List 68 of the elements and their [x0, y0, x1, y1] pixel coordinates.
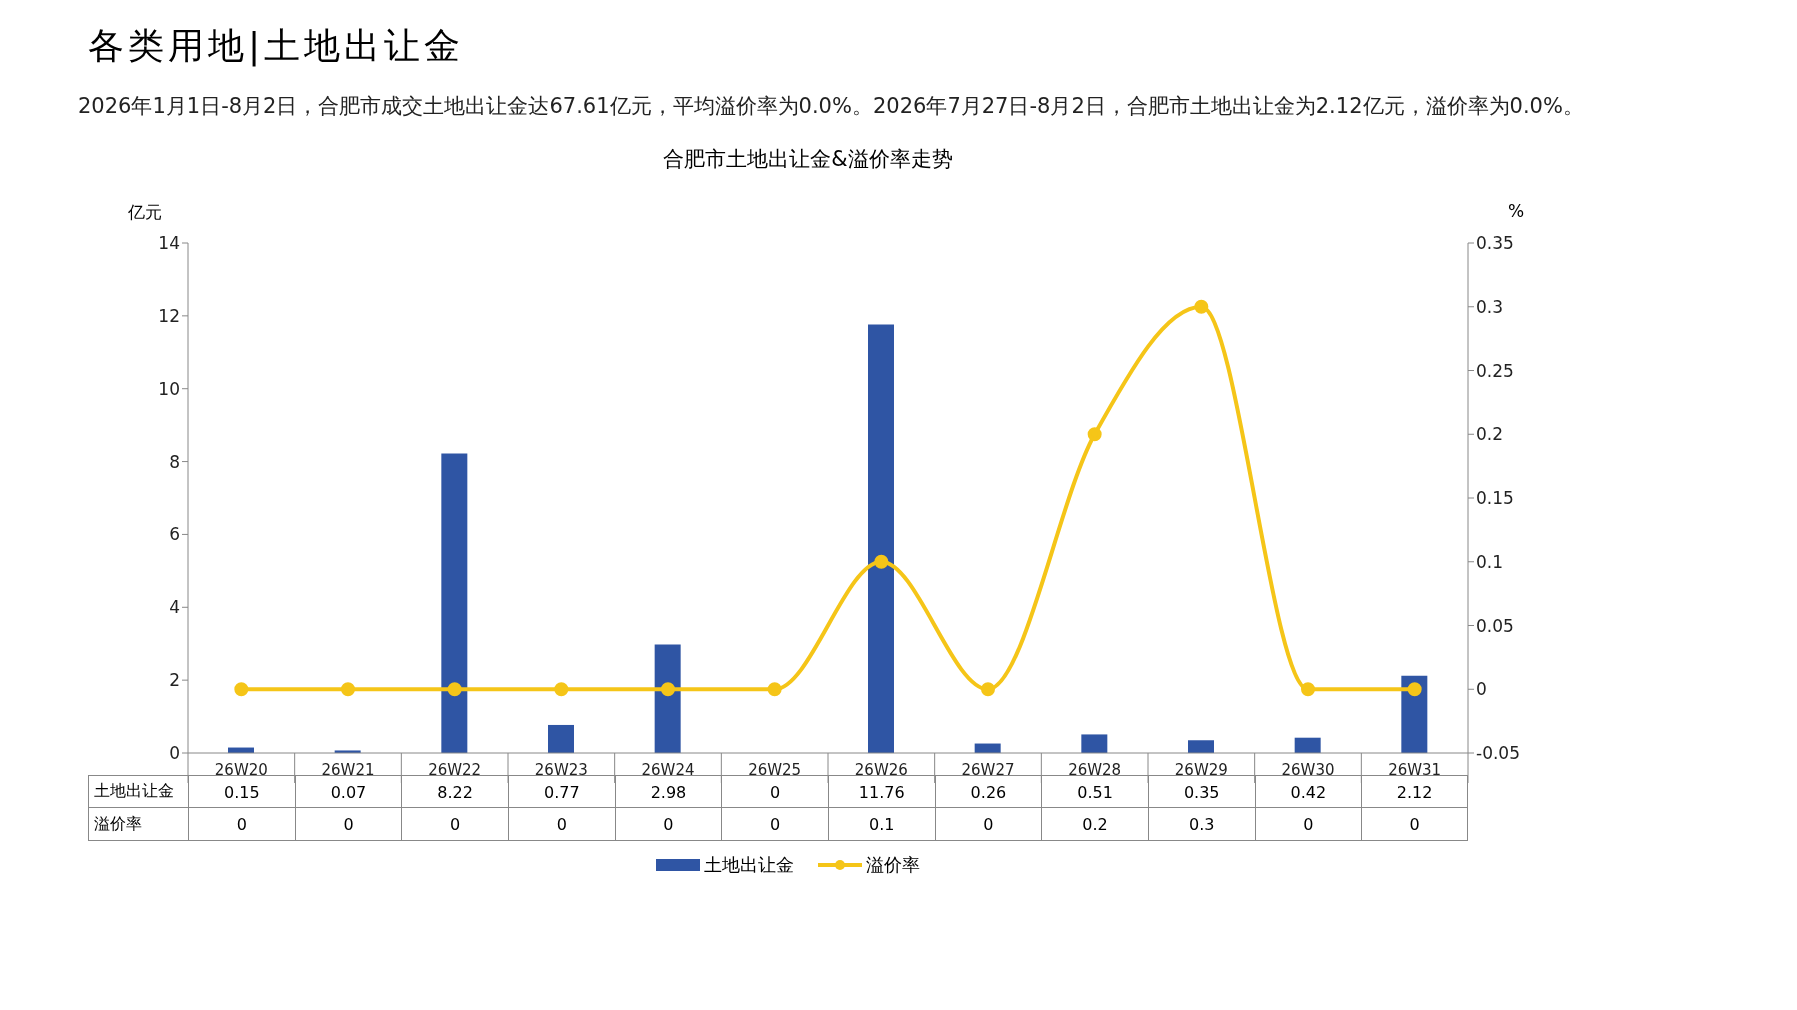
bar: [441, 453, 468, 753]
chart-title: 合肥市土地出让金&溢价率走势: [662, 146, 954, 173]
y-tick-label: 14: [158, 233, 180, 254]
point: [767, 682, 782, 697]
y-tick-label: 2: [169, 670, 180, 691]
value-table: 土地出让金 0.15 0.07 8.22 0.77 2.98 0 11.76 0.26 0.51 0.35 0.42 2.12 溢价率 0 0 0 0 0 0 0.1 0 0.2 0.3 0 0: [88, 775, 1468, 841]
data-label: 0.3: [1147, 808, 1255, 840]
y2-axis-title: %: [1508, 201, 1525, 221]
y2-tick-label: 0.2: [1476, 424, 1504, 445]
bar: [1294, 737, 1321, 753]
legend-label: 土地出让金: [704, 853, 794, 877]
bar: [1081, 734, 1108, 753]
data-label: 2.98: [650, 783, 687, 802]
point: [1087, 427, 1102, 442]
data-label: 0: [401, 808, 508, 840]
bar: [1401, 675, 1428, 753]
point: [1407, 682, 1422, 697]
point: [661, 682, 675, 697]
bar: [654, 644, 681, 753]
y-tick-label: 0: [169, 743, 180, 764]
data-label: 0: [507, 808, 615, 840]
y2-tick-label: 0.35: [1476, 233, 1514, 254]
data-label: 0: [614, 808, 722, 840]
y2-tick-label: 0.1: [1476, 551, 1504, 572]
y-axis-title: 亿元: [128, 201, 162, 224]
text: 各类用地|土地出让金: [87, 24, 466, 69]
y-tick-label: 8: [169, 451, 180, 472]
data-label: 0.15: [224, 783, 260, 802]
bar: [1188, 740, 1214, 753]
legend-label: 溢价率: [866, 853, 920, 877]
data-label: 0: [1361, 808, 1468, 840]
point: [1301, 682, 1315, 697]
y2-tick-label: -0.05: [1476, 743, 1520, 764]
data-label: 0.77: [543, 783, 580, 802]
data-label: 0: [1254, 808, 1362, 840]
y2-tick-label: 0.15: [1476, 488, 1514, 509]
y-tick-label: 12: [158, 305, 180, 326]
data-label: 0.2: [1041, 808, 1148, 840]
point: [981, 682, 995, 697]
point: [554, 682, 569, 697]
data-label: 11.76: [858, 783, 905, 802]
y2-tick-label: 0.05: [1476, 615, 1514, 636]
point: [447, 682, 462, 697]
y2-tick-label: 0.3: [1476, 296, 1504, 317]
data-label: 0.1: [827, 808, 935, 840]
data-label: 2.12: [1396, 783, 1433, 802]
data-label: 0.07: [330, 783, 367, 802]
point: [341, 682, 355, 697]
point: [234, 682, 249, 697]
data-label: 0.26: [970, 783, 1007, 802]
text: 2026年1月1日-8月2日，合肥市成交土地出让金达67.61亿元，平均溢价率为0.0%。2026年7月27日-8月2日，合肥市土地出让金为2.12亿元，溢价率为0.0%。: [77, 93, 1585, 120]
y2-tick-label: 0.25: [1476, 360, 1514, 381]
data-label: 0: [770, 783, 781, 802]
data-label: 0: [294, 808, 402, 840]
data-label: 0: [934, 808, 1042, 840]
data-label: 8.22: [437, 783, 473, 802]
data-label: 0.42: [1290, 783, 1327, 802]
data-label: 0.35: [1183, 783, 1220, 802]
bar: [548, 724, 574, 753]
y-tick-label: 10: [158, 378, 180, 399]
point: [1194, 299, 1209, 314]
y-tick-label: 6: [169, 524, 180, 545]
data-label: 0.51: [1077, 783, 1113, 802]
y-tick-label: 4: [169, 597, 180, 618]
bar: [868, 324, 894, 753]
y2-tick-label: 0: [1476, 679, 1487, 700]
point: [874, 554, 889, 569]
data-label: 0: [721, 808, 828, 840]
